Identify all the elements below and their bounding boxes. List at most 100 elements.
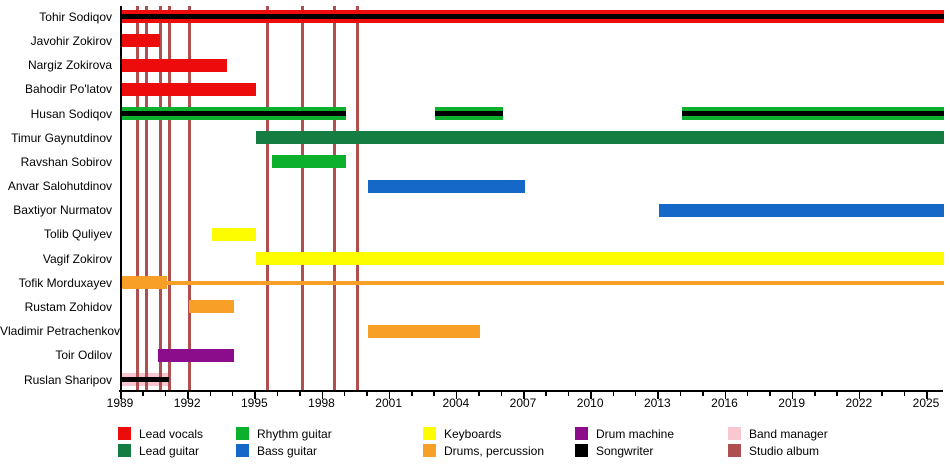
legend-label: Band manager bbox=[749, 427, 828, 441]
songwriter-stripe bbox=[122, 14, 944, 20]
timeline-bar-drums-percussion bbox=[189, 300, 234, 314]
axis-tick bbox=[657, 392, 659, 399]
axis-tick bbox=[366, 392, 368, 396]
legend-label: Lead guitar bbox=[139, 444, 200, 458]
legend-label: Songwriter bbox=[596, 444, 654, 458]
axis-tick bbox=[164, 392, 167, 396]
axis-tick bbox=[724, 392, 726, 399]
legend-swatch bbox=[423, 427, 436, 440]
axis-tick bbox=[634, 392, 637, 396]
member-label: Tolib Quliyev bbox=[43, 227, 112, 242]
axis-tick-label: 2016 bbox=[711, 396, 738, 410]
member-label: Husan Sodiqov bbox=[30, 106, 112, 121]
member-label: Vagif Zokirov bbox=[42, 251, 112, 266]
legend-swatch bbox=[236, 444, 249, 457]
axis-tick-label: 2001 bbox=[375, 396, 402, 410]
axis-tick bbox=[299, 392, 301, 396]
axis-tick bbox=[254, 392, 256, 399]
axis-tick bbox=[455, 392, 458, 399]
legend: Lead vocals Lead guitar Rhythm guitar Bass … bbox=[0, 420, 950, 464]
timeline-bar-drums-percussion bbox=[368, 324, 481, 338]
axis-tick bbox=[209, 392, 212, 396]
axis-tick bbox=[903, 392, 906, 396]
member-label: Ruslan Sharipov bbox=[23, 372, 112, 387]
axis-tick bbox=[142, 392, 144, 396]
studio-album-line bbox=[187, 6, 191, 390]
legend-swatch bbox=[236, 427, 249, 440]
axis-tick bbox=[746, 392, 749, 396]
axis-tick-label: 2019 bbox=[778, 396, 805, 410]
axis-tick bbox=[702, 392, 704, 396]
studio-album-line bbox=[136, 6, 140, 390]
timeline-bar-bass-guitar bbox=[368, 179, 525, 193]
member-label: Timur Gaynutdinov bbox=[11, 130, 112, 145]
axis-tick bbox=[769, 392, 771, 396]
member-labels: Tohir Sodiqov Javohir Zokirov Nargiz Zokir… bbox=[0, 0, 121, 400]
axis-tick bbox=[231, 392, 234, 396]
member-label: Rustam Zohidov bbox=[24, 299, 112, 314]
axis-tick bbox=[545, 392, 547, 396]
timeline-bar-lead-vocals bbox=[122, 34, 161, 48]
member-label: Anvar Salohutdinov bbox=[7, 179, 112, 194]
axis-tick bbox=[500, 392, 503, 396]
studio-album-line bbox=[167, 6, 171, 390]
studio-album-line bbox=[158, 6, 162, 390]
axis-tick-label: 2010 bbox=[576, 396, 604, 410]
legend-label: Drum machine bbox=[596, 427, 675, 441]
timeline-bar-bass-guitar bbox=[659, 203, 944, 217]
studio-album-line bbox=[300, 6, 304, 390]
axis-tick-label: 2013 bbox=[643, 396, 671, 410]
axis-tick bbox=[478, 392, 480, 396]
axis-tick bbox=[858, 392, 861, 399]
timeline-bar-lead-vocals bbox=[122, 58, 228, 72]
member-label: Toir Odilov bbox=[55, 348, 112, 363]
axis-tick-label: 1989 bbox=[106, 396, 134, 410]
legend-label: Rhythm guitar bbox=[257, 427, 332, 441]
member-label: Nargiz Zokirova bbox=[27, 58, 112, 73]
timeline-bar-drums-percussion bbox=[166, 280, 944, 285]
axis-tick bbox=[343, 392, 346, 396]
axis-tick bbox=[523, 392, 525, 399]
legend-label: Studio album bbox=[749, 444, 820, 458]
member-label: Ravshan Sobirov bbox=[20, 154, 112, 169]
member-label: Bahodir Po'latov bbox=[24, 82, 112, 97]
legend-swatch bbox=[118, 444, 131, 457]
legend-swatch bbox=[118, 427, 131, 440]
axis-tick-label: 1995 bbox=[240, 396, 268, 410]
legend-label: Lead vocals bbox=[139, 427, 204, 441]
studio-album-line bbox=[333, 6, 337, 390]
axis-tick bbox=[590, 392, 592, 399]
axis-tick bbox=[567, 392, 570, 396]
axis-tick bbox=[881, 392, 883, 396]
member-label: Baxtiyor Nurmatov bbox=[13, 203, 112, 218]
studio-album-line bbox=[266, 6, 270, 390]
timeline-bar-keyboards bbox=[256, 252, 944, 266]
studio-album-line bbox=[355, 6, 359, 390]
legend-swatch bbox=[423, 444, 436, 457]
songwriter-stripe bbox=[122, 111, 346, 117]
legend-swatch bbox=[575, 427, 588, 440]
member-label: Vladimir Petrachenkov bbox=[0, 324, 121, 339]
member-label: Tofik Morduxayev bbox=[18, 275, 112, 290]
axis-tick bbox=[679, 392, 682, 396]
legend-label: Bass guitar bbox=[257, 444, 318, 458]
axis-tick bbox=[321, 392, 323, 399]
plot-area bbox=[120, 6, 946, 390]
axis-tick bbox=[276, 392, 279, 396]
timeline-bar-drums-percussion bbox=[122, 276, 167, 290]
axis-tick bbox=[411, 392, 413, 396]
axis-tick bbox=[120, 392, 122, 399]
legend-swatch bbox=[728, 427, 741, 440]
legend-label: Keyboards bbox=[444, 427, 502, 441]
axis-tick-label: 2004 bbox=[442, 396, 470, 410]
timeline-bar-lead-guitar bbox=[256, 131, 944, 145]
songwriter-stripe bbox=[122, 377, 170, 382]
songwriter-stripe bbox=[435, 111, 503, 117]
member-label: Tohir Sodiqov bbox=[39, 9, 112, 24]
timeline-bar-keyboards bbox=[211, 227, 257, 241]
axis-tick bbox=[187, 392, 189, 399]
axis-tick bbox=[836, 392, 838, 396]
axis-tick bbox=[433, 392, 435, 396]
legend-label: Drums, percussion bbox=[444, 444, 545, 458]
